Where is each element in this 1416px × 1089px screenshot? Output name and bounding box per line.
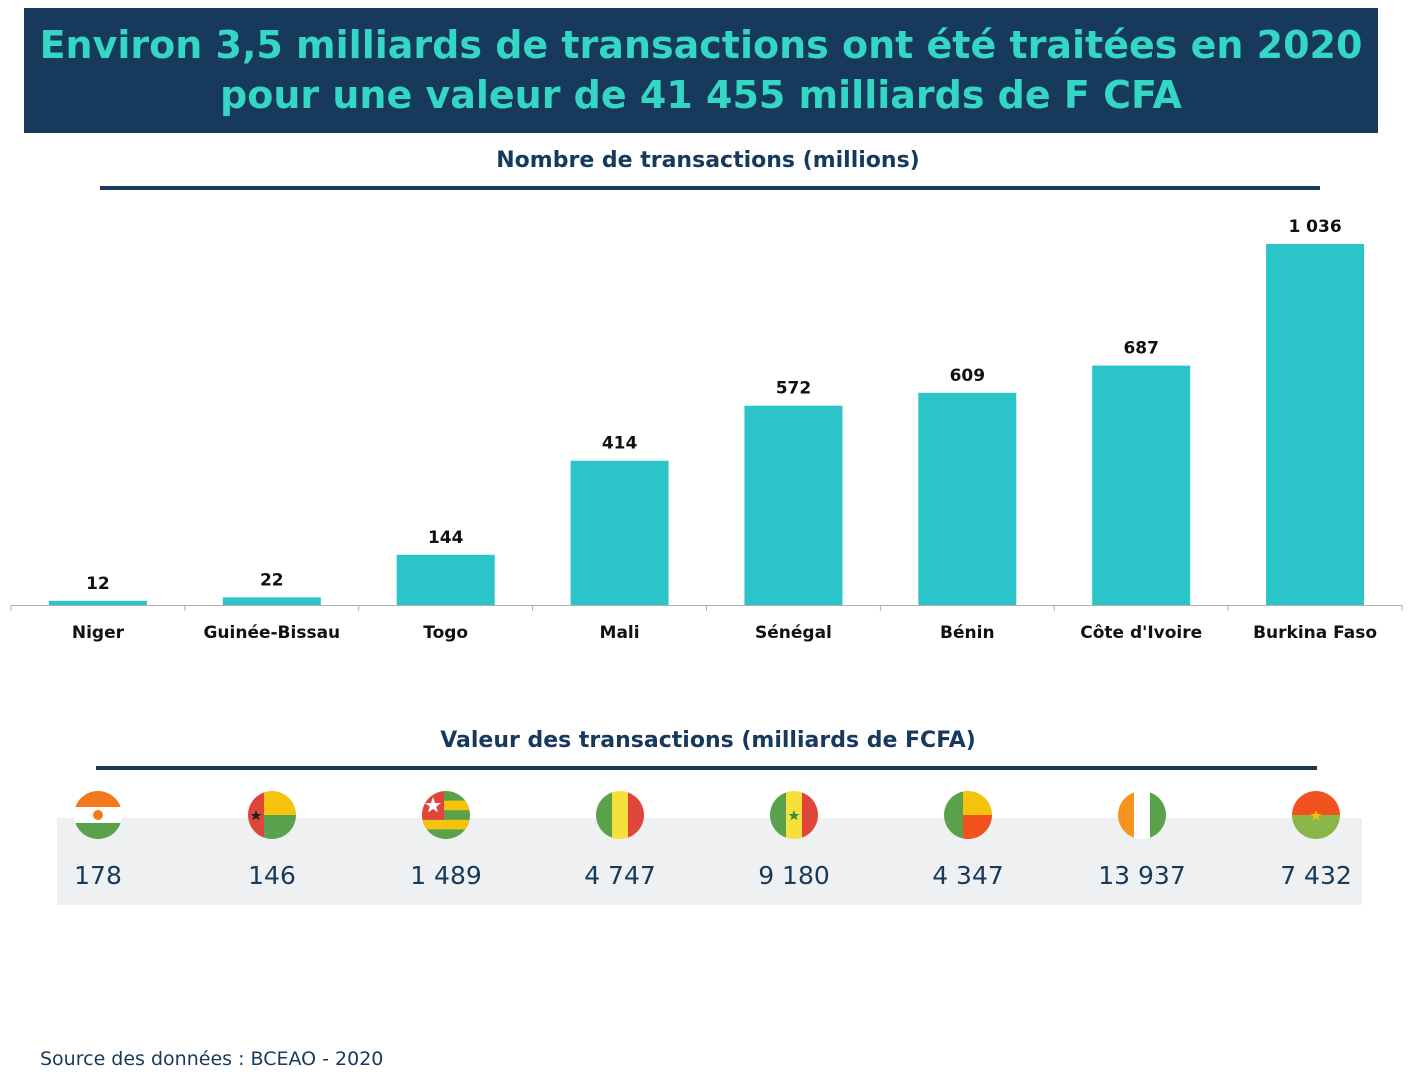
category-label: Mali [600,623,640,643]
bar-value-label: 12 [86,574,110,594]
niger-flag-icon [74,791,122,839]
category-label: Sénégal [755,623,832,643]
value-togo: 1 489 [410,861,482,890]
category-label: Bénin [940,623,995,643]
value-item-senegal: 9 180 [707,791,881,890]
bar [918,392,1017,605]
chart-title-rule [100,186,1320,190]
value-mali: 4 747 [584,861,656,890]
bar-value-label: 144 [428,528,464,548]
value-item-burkina-faso: 7 432 [1229,791,1403,890]
bar [744,405,843,605]
value-item-guinea-bissau: 146 [185,791,359,890]
bar-value-label: 609 [950,366,986,386]
cote-divoire-flag-icon [1118,791,1166,839]
bar [1092,365,1191,605]
bar [48,600,147,605]
value-burkina-faso: 7 432 [1280,861,1352,890]
burkina-faso-flag-icon [1292,791,1340,839]
value-guinea-bissau: 146 [248,861,296,890]
category-label: Burkina Faso [1253,623,1377,643]
headline-line-2: pour une valeur de 41 455 milliards de F… [220,73,1182,117]
category-label: Togo [423,623,468,643]
values-title: Valeur des transactions (milliards de FC… [440,728,976,753]
value-benin: 4 347 [932,861,1004,890]
chart-title: Nombre de transactions (millions) [496,148,920,173]
bar-value-label: 1 036 [1288,217,1341,237]
benin-flag-icon [944,791,992,839]
bar [570,460,669,605]
headline-line-1: Environ 3,5 milliards de transactions on… [39,23,1363,67]
category-label: Niger [72,623,125,643]
value-item-mali: 4 747 [533,791,707,890]
value-item-cote-divoire: 13 937 [1055,791,1229,890]
value-cote-divoire: 13 937 [1098,861,1186,890]
bar-value-label: 22 [260,570,284,590]
guinea-bissau-flag-icon [248,791,296,839]
senegal-flag-icon [770,791,818,839]
bar [396,554,495,605]
bar-value-label: 414 [602,434,638,454]
togo-flag-icon [422,791,470,839]
source-note: Source des données : BCEAO - 2020 [40,1048,384,1070]
value-item-niger: 178 [11,791,185,890]
value-item-togo: 1 489 [359,791,533,890]
value-senegal: 9 180 [758,861,830,890]
bar-value-label: 687 [1123,339,1159,359]
category-label: Guinée-Bissau [203,623,340,643]
values-title-rule [96,766,1317,770]
category-label: Côte d'Ivoire [1080,623,1202,643]
mali-flag-icon [596,791,644,839]
headline-banner: Environ 3,5 milliards de transactions on… [24,8,1378,133]
transactions-bar-chart: 12 Niger 22 Guinée-Bissau 144 Togo 414 Mali 572 S… [10,217,1403,643]
bar-value-label: 572 [776,379,812,399]
value-niger: 178 [74,861,122,890]
bar [1266,244,1365,605]
value-item-benin: 4 347 [881,791,1055,890]
bar [222,597,321,605]
